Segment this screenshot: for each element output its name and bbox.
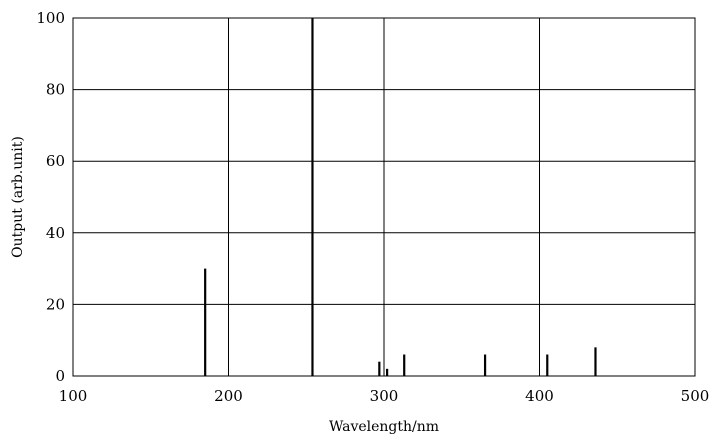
x-tick-labels: 100 200 300 400 500: [59, 387, 710, 405]
x-tick-label: 200: [214, 387, 243, 405]
y-tick-label: 100: [36, 9, 65, 27]
x-tick-label: 400: [525, 387, 554, 405]
y-tick-label: 0: [55, 367, 65, 385]
y-axis-title: Output (arb.unit): [10, 136, 26, 258]
plot-frame: [72, 17, 696, 377]
y-tick-label: 20: [46, 295, 65, 313]
y-tick-labels: 0 20 40 60 80 100: [36, 9, 65, 385]
x-tick-label: 500: [681, 387, 710, 405]
y-tick-label: 80: [46, 81, 65, 99]
x-tick-label: 300: [370, 387, 399, 405]
spectral-lines: [204, 18, 597, 376]
grid: [72, 17, 696, 377]
x-axis-title: Wavelength/nm: [329, 419, 439, 435]
y-tick-label: 60: [46, 152, 65, 170]
x-tick-label: 100: [59, 387, 88, 405]
y-tick-label: 40: [46, 224, 65, 242]
